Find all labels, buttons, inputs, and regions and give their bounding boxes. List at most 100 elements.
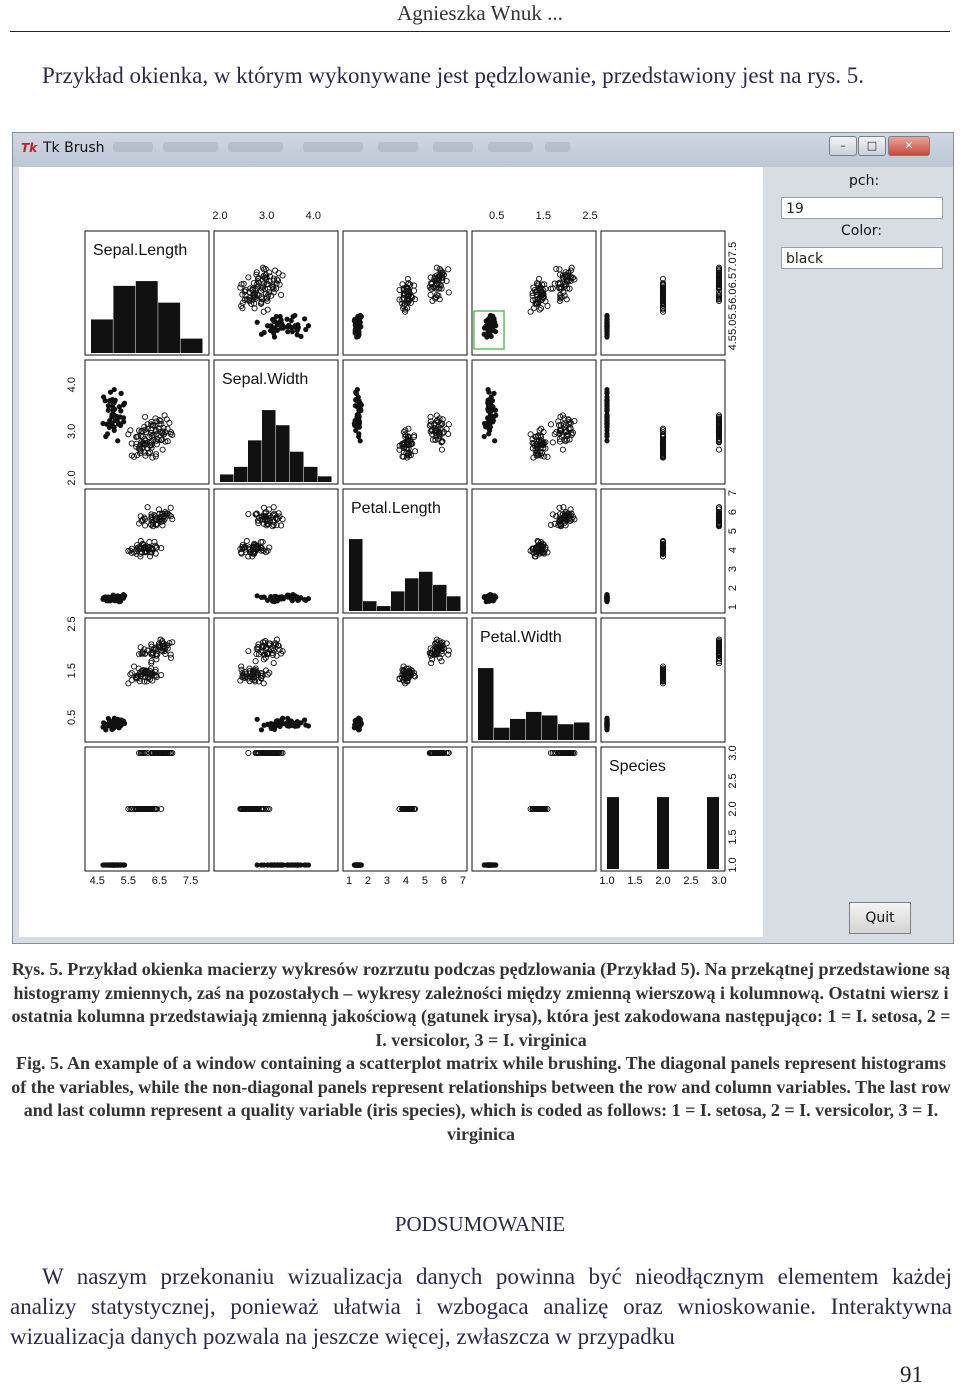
data-point <box>163 416 170 423</box>
axis-tick-label: 6 <box>727 509 739 515</box>
data-point <box>276 281 283 288</box>
data-point <box>274 862 280 868</box>
axis-tick-label: 4 <box>403 875 409 887</box>
data-point <box>715 654 723 661</box>
data-point <box>399 281 406 288</box>
section-title: PODSUMOWANIE <box>394 1212 566 1236</box>
tk-logo-icon: Tk <box>21 141 38 155</box>
window-titlebar[interactable]: Tk Tk Brush – □ ✕ <box>13 133 953 167</box>
data-point <box>146 669 153 676</box>
data-point <box>439 749 446 757</box>
data-point <box>145 450 152 457</box>
data-point <box>490 414 496 420</box>
axis-tick-label: 2.5 <box>66 616 78 631</box>
data-point <box>138 544 145 551</box>
data-point <box>155 640 163 647</box>
scatterplot-matrix[interactable]: Sepal.Length Sepal.Width Petal.Length Petal… <box>19 167 763 937</box>
data-point <box>565 269 572 276</box>
data-point <box>404 299 411 306</box>
data-point <box>252 548 259 555</box>
data-point <box>492 438 498 444</box>
data-point <box>571 418 578 425</box>
data-point <box>402 306 409 313</box>
panel-frame <box>342 359 468 485</box>
data-point <box>491 390 497 396</box>
data-point <box>486 329 492 336</box>
data-point <box>659 285 667 292</box>
data-point <box>445 647 452 654</box>
axis-tick-label: 6.5 <box>152 875 167 887</box>
data-point <box>262 276 270 283</box>
data-point <box>429 436 436 443</box>
data-point <box>254 644 262 651</box>
data-point <box>157 516 164 523</box>
data-point <box>294 332 300 338</box>
data-point <box>400 453 407 460</box>
data-point <box>149 454 156 461</box>
caption-polish: Rys. 5. Przykład okienka macierzy wykres… <box>11 959 951 1050</box>
histogram-bar <box>276 425 290 482</box>
axis-tick-label: 3.0 <box>259 210 274 222</box>
data-point <box>429 646 436 653</box>
data-point <box>556 266 563 273</box>
data-point <box>353 397 359 403</box>
data-point <box>262 654 269 661</box>
data-point <box>561 749 568 757</box>
data-point <box>167 504 174 511</box>
data-point <box>270 521 277 528</box>
maximize-button[interactable]: □ <box>858 136 886 156</box>
data-point <box>159 522 166 529</box>
data-point <box>258 749 265 757</box>
axis-tick-label: 2.5 <box>683 875 698 887</box>
data-point <box>439 416 446 423</box>
data-point <box>293 722 299 728</box>
data-point <box>659 445 667 452</box>
data-point <box>254 862 260 868</box>
axis-tick-label: 2 <box>365 875 371 887</box>
color-input[interactable]: black <box>781 247 943 269</box>
data-point <box>136 678 143 685</box>
data-point <box>556 504 563 511</box>
data-point <box>265 323 271 329</box>
data-point <box>248 300 255 307</box>
data-point <box>403 669 410 676</box>
axis-tick-label: 4 <box>727 547 739 553</box>
data-point <box>715 265 723 273</box>
data-point <box>278 862 284 868</box>
data-point <box>557 516 564 523</box>
data-point <box>715 644 723 651</box>
data-point <box>255 646 262 653</box>
data-point <box>400 449 407 456</box>
data-point <box>356 424 362 430</box>
data-point <box>433 276 440 283</box>
pch-input[interactable]: 19 <box>781 197 943 219</box>
axis-tick-label: 3 <box>384 875 390 887</box>
data-point <box>136 651 143 658</box>
minimize-button[interactable]: – <box>829 136 857 156</box>
data-point <box>110 594 116 600</box>
data-point <box>258 285 265 292</box>
data-point <box>531 553 538 560</box>
data-point <box>535 538 542 545</box>
data-point <box>408 293 415 300</box>
data-point <box>249 553 256 560</box>
data-point <box>275 270 282 277</box>
brush-rectangle <box>473 310 505 350</box>
data-point <box>432 640 439 647</box>
axis-tick-label: 6.5 <box>727 273 739 288</box>
data-point <box>266 269 273 276</box>
close-button[interactable]: ✕ <box>888 136 930 156</box>
data-point <box>148 641 155 648</box>
data-point <box>245 749 252 757</box>
data-point <box>150 523 157 530</box>
data-point <box>120 415 127 421</box>
data-point <box>167 749 175 757</box>
data-point <box>271 330 277 336</box>
data-point <box>251 305 258 312</box>
caption-english: Fig. 5. An example of a window containin… <box>11 1053 951 1144</box>
axis-tick-label: 5.0 <box>727 320 739 335</box>
data-point <box>432 428 440 435</box>
quit-button[interactable]: Quit <box>849 902 911 934</box>
data-point <box>490 327 496 333</box>
data-point <box>352 327 358 333</box>
